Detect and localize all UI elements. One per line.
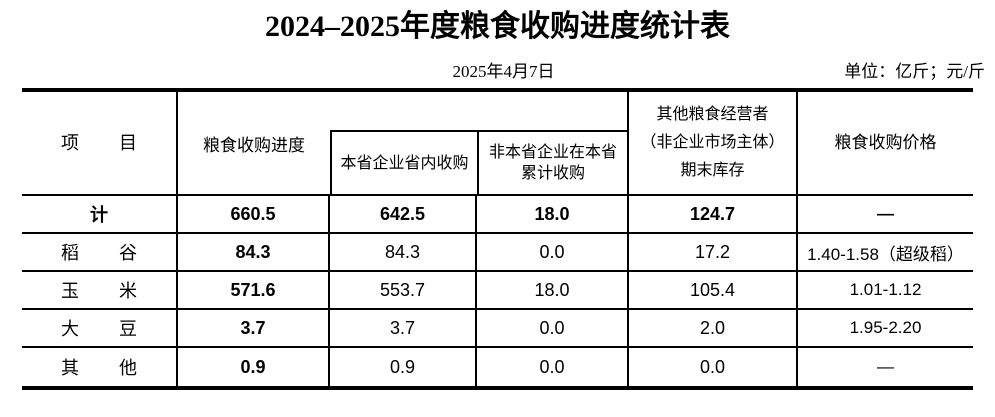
header-other-line2: （非企业市场主体）	[640, 134, 785, 151]
cell-local: 642.5	[330, 196, 477, 232]
header-nonlocal-line2: 累计收购	[520, 165, 585, 182]
table-row-other: 其 他 0.9 0.9 0.0 0.0 —	[22, 348, 973, 386]
unit-note: 单位：亿斤；元/斤	[844, 62, 985, 81]
cell-progress: 660.5	[178, 196, 330, 232]
table-row-rice: 稻 谷 84.3 84.3 0.0 17.2 1.40-1.58（超级稻）	[22, 234, 973, 272]
header-subcolumns: 本省企业省内收购 非本省企业在本省 累计收购	[330, 130, 627, 194]
statistics-table: 项 目 粮食收购进度 本省企业省内收购 非本省企业在本省 累计收购 其他粮食经营…	[22, 88, 973, 390]
cell-stock: 2.0	[629, 310, 798, 346]
row-label-char-1: 大	[61, 319, 79, 339]
row-label: 大 豆	[61, 315, 137, 341]
cell-stock: 124.7	[629, 196, 798, 232]
row-label-char-2: 豆	[119, 319, 137, 339]
row-label: 稻 谷	[61, 239, 137, 265]
grain-purchase-report: 2024–2025年度粮食收购进度统计表 2025年4月7日 单位：亿斤；元/斤…	[0, 6, 995, 390]
header-progress-group: 粮食收购进度 本省企业省内收购 非本省企业在本省 累计收购	[178, 92, 629, 194]
meta-row: 2025年4月7日 单位：亿斤；元/斤	[22, 60, 986, 84]
header-nonlocal-line1: 非本省企业在本省	[488, 144, 617, 161]
cell-progress: 84.3	[178, 234, 330, 270]
header-nonlocal-purchase: 非本省企业在本省 累计收购	[479, 132, 627, 194]
table-header-row: 项 目 粮食收购进度 本省企业省内收购 非本省企业在本省 累计收购 其他粮食经营…	[22, 92, 973, 196]
header-other-line3: 期末库存	[680, 162, 745, 179]
cell-price: 1.01-1.12	[849, 280, 922, 299]
row-label: 玉 米	[61, 277, 137, 303]
cell-stock: 17.2	[629, 234, 798, 270]
header-item-label: 项 目	[61, 129, 137, 157]
header-other-line1: 其他粮食经营者	[656, 106, 769, 123]
cell-local: 3.7	[330, 310, 477, 346]
cell-progress: 0.9	[178, 348, 330, 386]
header-price: 粮食收购价格	[834, 133, 937, 152]
row-label-char-2: 他	[119, 358, 137, 378]
cell-stock: 0.0	[629, 348, 798, 386]
header-other-stock: 其他粮食经营者 （非企业市场主体） 期末库存	[629, 92, 798, 194]
row-label-cell: 大 豆	[22, 310, 178, 346]
row-label-char-2: 米	[119, 281, 137, 301]
cell-price: —	[877, 204, 894, 223]
report-title: 2024–2025年度粮食收购进度统计表	[265, 10, 730, 43]
cell-price: 1.40-1.58（超级稻）	[807, 244, 964, 264]
table-row-total: 计 660.5 642.5 18.0 124.7 —	[22, 196, 973, 234]
cell-price: —	[877, 357, 894, 376]
header-item-char-1: 项	[61, 133, 79, 153]
cell-nonlocal: 18.0	[477, 196, 629, 232]
cell-progress: 3.7	[178, 310, 330, 346]
cell-local: 0.9	[330, 348, 477, 386]
header-progress: 粮食收购进度	[203, 135, 305, 155]
row-label-cell: 计	[22, 196, 178, 232]
header-item: 项 目	[22, 92, 178, 194]
cell-price: 1.95-2.20	[849, 318, 922, 337]
cell-local: 84.3	[330, 234, 477, 270]
cell-nonlocal: 18.0	[477, 272, 629, 308]
cell-nonlocal: 0.0	[477, 310, 629, 346]
table-row-soybean: 大 豆 3.7 3.7 0.0 2.0 1.95-2.20	[22, 310, 973, 348]
row-label-char-1: 玉	[61, 281, 79, 301]
row-label: 计	[90, 205, 108, 225]
row-label-cell: 其 他	[22, 348, 178, 386]
row-label-char-1: 稻	[61, 243, 79, 263]
cell-local: 553.7	[330, 272, 477, 308]
cell-progress: 571.6	[178, 272, 330, 308]
row-label: 其 他	[61, 354, 137, 380]
cell-stock: 105.4	[629, 272, 798, 308]
row-label-char-1: 其	[61, 358, 79, 378]
row-label-char-2: 谷	[119, 243, 137, 263]
header-local-purchase: 本省企业省内收购	[332, 132, 479, 194]
cell-nonlocal: 0.0	[477, 234, 629, 270]
report-date: 2025年4月7日	[452, 62, 555, 81]
row-label-cell: 玉 米	[22, 272, 178, 308]
header-item-char-2: 目	[119, 133, 137, 153]
table-row-corn: 玉 米 571.6 553.7 18.0 105.4 1.01-1.12	[22, 272, 973, 310]
cell-nonlocal: 0.0	[477, 348, 629, 386]
row-label-cell: 稻 谷	[22, 234, 178, 270]
